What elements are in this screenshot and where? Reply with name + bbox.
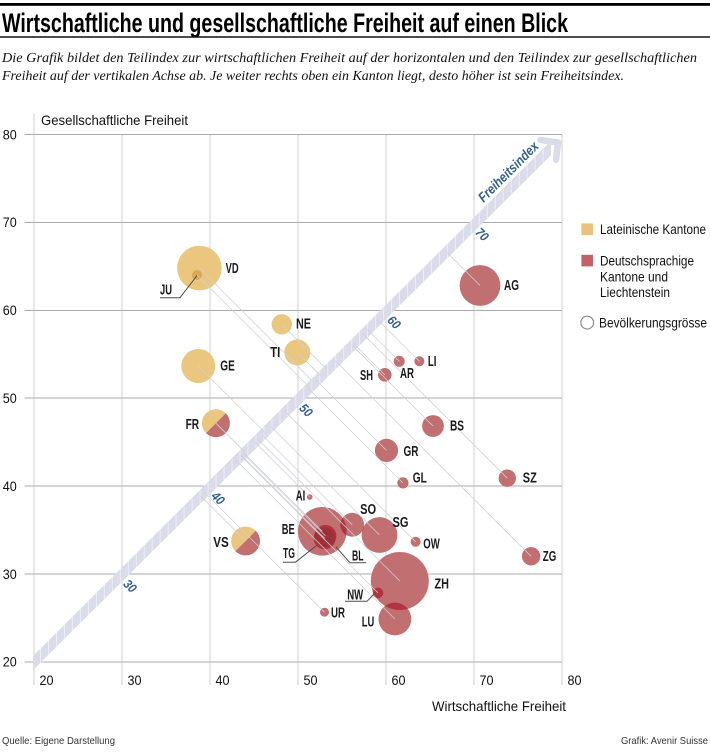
svg-text:SO: SO: [360, 502, 376, 518]
svg-text:TG: TG: [283, 546, 295, 562]
svg-text:LU: LU: [362, 615, 375, 631]
svg-text:OW: OW: [423, 537, 440, 553]
svg-text:VD: VD: [226, 261, 239, 277]
svg-text:SG: SG: [393, 515, 409, 531]
svg-text:BE: BE: [282, 522, 295, 538]
svg-text:Grafik: Avenir Suisse: Grafik: Avenir Suisse: [621, 735, 708, 747]
svg-text:SH: SH: [360, 368, 373, 384]
svg-text:80: 80: [568, 673, 582, 688]
svg-text:Wirtschaftliche Freiheit: Wirtschaftliche Freiheit: [432, 699, 566, 714]
svg-text:20: 20: [40, 673, 54, 688]
svg-text:Kantone und: Kantone und: [600, 270, 668, 285]
svg-text:Bevölkerungsgrösse: Bevölkerungsgrösse: [599, 316, 707, 331]
svg-text:60: 60: [3, 303, 17, 318]
svg-text:JU: JU: [160, 283, 172, 299]
svg-text:Die Grafik bildet den Teilinde: Die Grafik bildet den Teilindex zur wirt…: [1, 50, 697, 65]
svg-text:ZG: ZG: [543, 549, 557, 565]
svg-text:GE: GE: [220, 359, 235, 375]
svg-text:NE: NE: [296, 316, 311, 332]
svg-text:Wirtschaftliche und gesellscha: Wirtschaftliche und gesellschaftliche Fr…: [2, 8, 569, 38]
svg-text:70: 70: [3, 215, 17, 230]
svg-text:UR: UR: [331, 606, 345, 622]
svg-text:50: 50: [304, 673, 318, 688]
svg-text:AI: AI: [296, 489, 306, 505]
svg-text:AR: AR: [400, 366, 414, 382]
svg-text:LI: LI: [428, 354, 437, 370]
svg-text:Gesellschaftliche Freiheit: Gesellschaftliche Freiheit: [41, 113, 188, 128]
svg-text:Quelle: Eigene Darstellung: Quelle: Eigene Darstellung: [2, 735, 115, 747]
svg-text:40: 40: [3, 479, 17, 494]
svg-text:30: 30: [3, 567, 17, 582]
svg-text:20: 20: [3, 655, 17, 670]
svg-text:VS: VS: [213, 535, 229, 551]
svg-text:Deutschsprachige: Deutschsprachige: [600, 254, 694, 269]
svg-text:Lateinische Kantone: Lateinische Kantone: [600, 222, 706, 237]
svg-text:Liechtenstein: Liechtenstein: [600, 285, 670, 300]
svg-text:BS: BS: [450, 419, 464, 435]
svg-text:40: 40: [216, 673, 230, 688]
svg-text:AG: AG: [504, 278, 519, 294]
svg-text:FR: FR: [186, 417, 200, 433]
svg-text:GR: GR: [404, 444, 419, 460]
svg-text:SZ: SZ: [523, 470, 537, 486]
svg-text:BL: BL: [352, 549, 364, 565]
svg-text:80: 80: [3, 127, 17, 142]
svg-text:ZH: ZH: [435, 577, 450, 593]
svg-text:50: 50: [3, 391, 17, 406]
svg-text:NW: NW: [347, 588, 363, 604]
svg-text:70: 70: [480, 673, 494, 688]
svg-text:Freiheit auf der vertikalen Ac: Freiheit auf der vertikalen Achse ab. Je…: [1, 68, 624, 83]
svg-text:60: 60: [392, 673, 406, 688]
svg-text:GL: GL: [413, 470, 427, 486]
svg-text:30: 30: [128, 673, 142, 688]
svg-text:TI: TI: [270, 345, 280, 361]
